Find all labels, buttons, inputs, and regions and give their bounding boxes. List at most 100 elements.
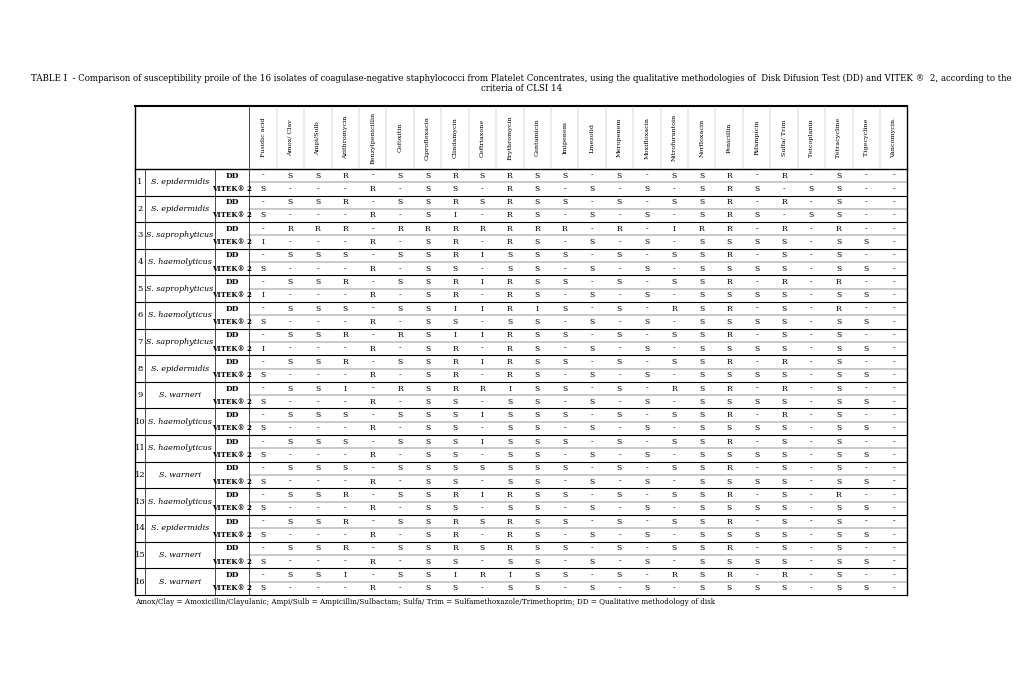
Text: S: S	[699, 411, 705, 419]
Text: DD: DD	[225, 278, 239, 286]
Text: R: R	[370, 398, 375, 406]
Text: S: S	[425, 424, 430, 433]
Text: 9: 9	[137, 391, 142, 399]
Text: -: -	[618, 265, 620, 272]
Text: R: R	[506, 238, 513, 246]
Text: S: S	[453, 318, 458, 326]
Text: S: S	[754, 211, 760, 219]
Text: S: S	[836, 345, 841, 352]
Text: R: R	[726, 491, 732, 499]
Text: S: S	[836, 398, 841, 406]
Text: S: S	[343, 464, 348, 473]
Text: I: I	[508, 571, 512, 579]
Text: -: -	[481, 211, 484, 219]
Text: S: S	[260, 557, 265, 566]
Text: R: R	[453, 517, 458, 526]
Text: -: -	[563, 345, 565, 352]
Text: -: -	[811, 491, 813, 499]
Text: R: R	[726, 171, 732, 180]
Text: 15: 15	[135, 551, 145, 559]
Text: -: -	[756, 305, 758, 312]
Text: S: S	[781, 332, 786, 339]
Text: R: R	[506, 278, 513, 286]
Text: R: R	[343, 517, 348, 526]
Text: S: S	[863, 372, 869, 379]
Text: S: S	[781, 491, 786, 499]
Text: S: S	[507, 411, 513, 419]
Text: -: -	[865, 464, 868, 473]
Text: S: S	[781, 318, 786, 326]
Text: -: -	[892, 238, 895, 246]
Text: R: R	[506, 517, 513, 526]
Text: VITEK® 2: VITEK® 2	[212, 265, 252, 272]
Text: S: S	[315, 332, 320, 339]
Text: S: S	[343, 411, 348, 419]
Text: I: I	[481, 332, 484, 339]
Text: S: S	[535, 504, 540, 513]
Text: -: -	[399, 185, 402, 193]
Text: S. warneri: S. warneri	[159, 471, 201, 479]
Text: S: S	[398, 358, 403, 366]
Text: S: S	[836, 517, 841, 526]
Text: -: -	[892, 491, 895, 499]
Text: S. haemolyticus: S. haemolyticus	[148, 444, 212, 453]
Text: -: -	[261, 251, 264, 259]
Text: S: S	[699, 291, 705, 299]
Text: -: -	[399, 318, 402, 326]
Text: S: S	[398, 464, 403, 473]
Text: R: R	[506, 372, 513, 379]
Text: R: R	[398, 225, 403, 233]
Text: -: -	[811, 332, 813, 339]
Text: -: -	[289, 318, 292, 326]
Text: S: S	[315, 491, 320, 499]
Text: DD: DD	[225, 225, 239, 233]
Text: S: S	[425, 291, 430, 299]
Text: S: S	[781, 557, 786, 566]
Text: R: R	[726, 225, 732, 233]
Text: DD: DD	[225, 517, 239, 526]
Text: -: -	[673, 398, 675, 406]
Text: S: S	[645, 185, 650, 193]
Text: S: S	[535, 171, 540, 180]
Text: -: -	[811, 584, 813, 592]
Text: S: S	[343, 438, 348, 446]
Text: S: S	[480, 464, 485, 473]
Text: DD: DD	[225, 491, 239, 499]
Text: -: -	[289, 504, 292, 513]
Text: R: R	[781, 385, 787, 393]
Text: S: S	[425, 438, 430, 446]
Text: S: S	[699, 424, 705, 433]
Text: -: -	[316, 238, 319, 246]
Text: -: -	[811, 464, 813, 473]
Text: S: S	[781, 424, 786, 433]
Text: S: S	[507, 584, 513, 592]
Text: -: -	[481, 398, 484, 406]
Text: -: -	[591, 517, 593, 526]
Text: S: S	[425, 531, 430, 539]
Text: -: -	[646, 225, 648, 233]
Text: R: R	[370, 211, 375, 219]
Text: -: -	[289, 398, 292, 406]
Text: S: S	[754, 424, 760, 433]
Text: -: -	[673, 291, 675, 299]
Text: -: -	[261, 411, 264, 419]
Text: S: S	[535, 544, 540, 552]
Text: S. saprophyticus: S. saprophyticus	[146, 285, 214, 292]
Text: -: -	[673, 211, 675, 219]
Text: Imipenem: Imipenem	[562, 121, 567, 154]
Text: R: R	[506, 358, 513, 366]
Text: S: S	[671, 411, 677, 419]
Text: -: -	[316, 372, 319, 379]
Text: -: -	[481, 584, 484, 592]
Text: R: R	[781, 411, 787, 419]
Text: S. haemolyticus: S. haemolyticus	[148, 312, 212, 319]
Text: S: S	[645, 424, 650, 433]
Text: R: R	[343, 544, 348, 552]
Text: S: S	[507, 451, 513, 459]
Text: S: S	[535, 477, 540, 486]
Text: S: S	[535, 185, 540, 193]
Text: -: -	[261, 171, 264, 180]
Text: -: -	[892, 345, 895, 352]
Text: S: S	[699, 358, 705, 366]
Text: S: S	[562, 464, 567, 473]
